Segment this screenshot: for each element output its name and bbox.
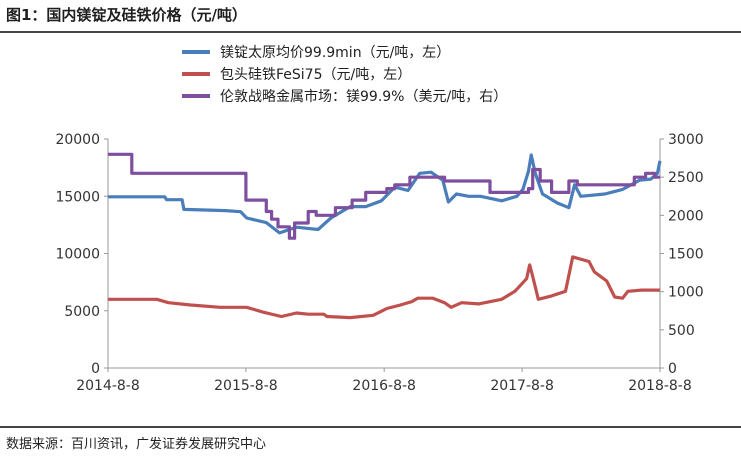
bottom-rule (0, 426, 741, 428)
x-tick-label: 2016-8-8 (352, 378, 416, 394)
left-tick-label: 0 (91, 361, 100, 377)
left-tick-label: 15000 (55, 189, 100, 205)
source-note: 数据来源：百川资讯，广发证券发展研究中心 (6, 437, 267, 452)
x-tick-label: 2015-8-8 (214, 378, 278, 394)
left-tick-label: 5000 (64, 304, 100, 320)
left-tick-label: 20000 (55, 132, 100, 148)
x-tick-label: 2014-8-8 (76, 378, 140, 394)
legend: 镁锭太原均价99.9min（元/吨，左） 包头硅铁FeSi75（元/吨，左） 伦敦战… (182, 45, 507, 105)
right-tick-label: 3000 (668, 132, 704, 148)
right-tick-label: 2000 (668, 208, 704, 224)
legend-label-3: 伦敦战略金属市场：镁99.9%（美元/吨，右） (220, 88, 507, 105)
axes-group: 0 5000 10000 15000 20000 0 500 1000 1500 2000 2500… (55, 132, 703, 394)
series-line-3 (108, 152, 660, 240)
x-tick-label: 2017-8-8 (490, 378, 554, 394)
right-tick-label: 1000 (668, 285, 704, 301)
right-tick-label: 2500 (668, 170, 704, 186)
series-layer (108, 152, 662, 320)
x-tick-label: 2018-8-8 (628, 378, 692, 394)
series-line-1 (108, 153, 662, 235)
legend-label-2: 包头硅铁FeSi75（元/吨，左） (220, 67, 411, 83)
figure-title: 图1：国内镁锭及硅铁价格（元/吨） (6, 6, 247, 24)
right-tick-label: 500 (668, 323, 695, 339)
series-line-2 (108, 255, 660, 320)
right-tick-label: 0 (668, 361, 677, 377)
legend-label-1: 镁锭太原均价99.9min（元/吨，左） (220, 45, 450, 61)
top-rule (0, 31, 741, 33)
left-tick-label: 10000 (55, 247, 100, 263)
right-tick-label: 1500 (668, 247, 704, 263)
